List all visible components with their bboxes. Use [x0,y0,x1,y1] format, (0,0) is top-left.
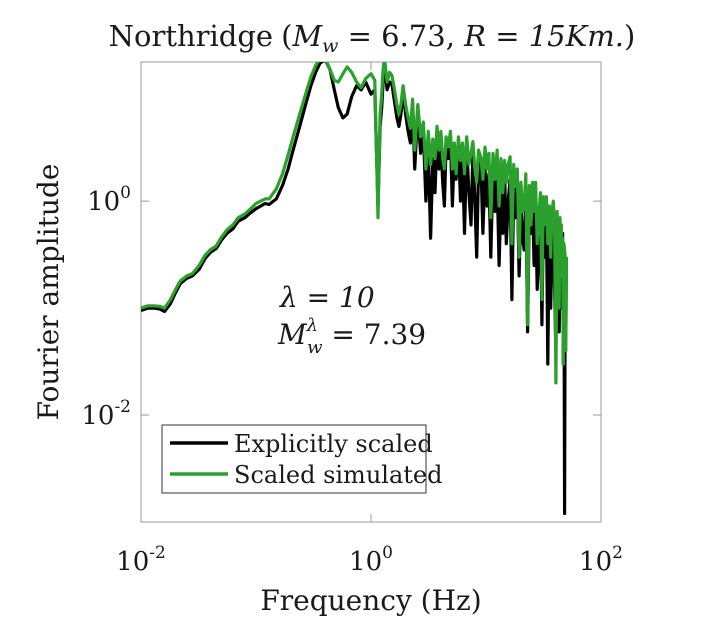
y-tick-label: 10-2 [81,397,131,431]
title-mw-symbol: M [291,19,323,53]
x-tick-label: 10-2 [116,543,166,577]
title-math-close: ) [624,19,635,53]
x-tick-label: 102 [579,543,623,577]
legend-box [161,424,427,494]
chart-title: Northridge (Mw = 6.73, R = 15Km.) [109,19,636,57]
x-axis-ticks: 10-2 100 102 [116,62,623,577]
annotation-lambda: λ = 10 [279,281,375,314]
legend-label-scaled-simulated: Scaled simulated [234,461,442,489]
annotation-mw-sub: w [307,337,323,358]
y-axis-ticks: 10-2 100 [81,183,601,431]
title-r-text: R = 15Km. [463,19,624,53]
series-line-scaled-simulated [141,62,568,385]
annotation-mw-value: = 7.39 [323,318,427,351]
title-math-open: ( [281,19,292,53]
x-axis-label: Frequency (Hz) [260,584,481,617]
title-place: Northridge [109,19,273,53]
legend: Explicitly scaled Scaled simulated [161,424,442,494]
title-mw-value: = 6.73, [338,19,464,53]
annotation-mw-symbol: M [277,318,308,351]
legend-label-explicitly-scaled: Explicitly scaled [234,430,433,458]
annotation-mw: Mλ w = 7.39 [277,315,426,358]
series-layer [141,62,568,516]
title-mw-sub: w [322,35,338,57]
y-tick-label: 100 [87,183,131,217]
annotation-mw-sup: λ [306,315,318,336]
x-tick-label: 100 [349,543,393,577]
y-axis-label: Fourier amplitude [32,164,65,421]
